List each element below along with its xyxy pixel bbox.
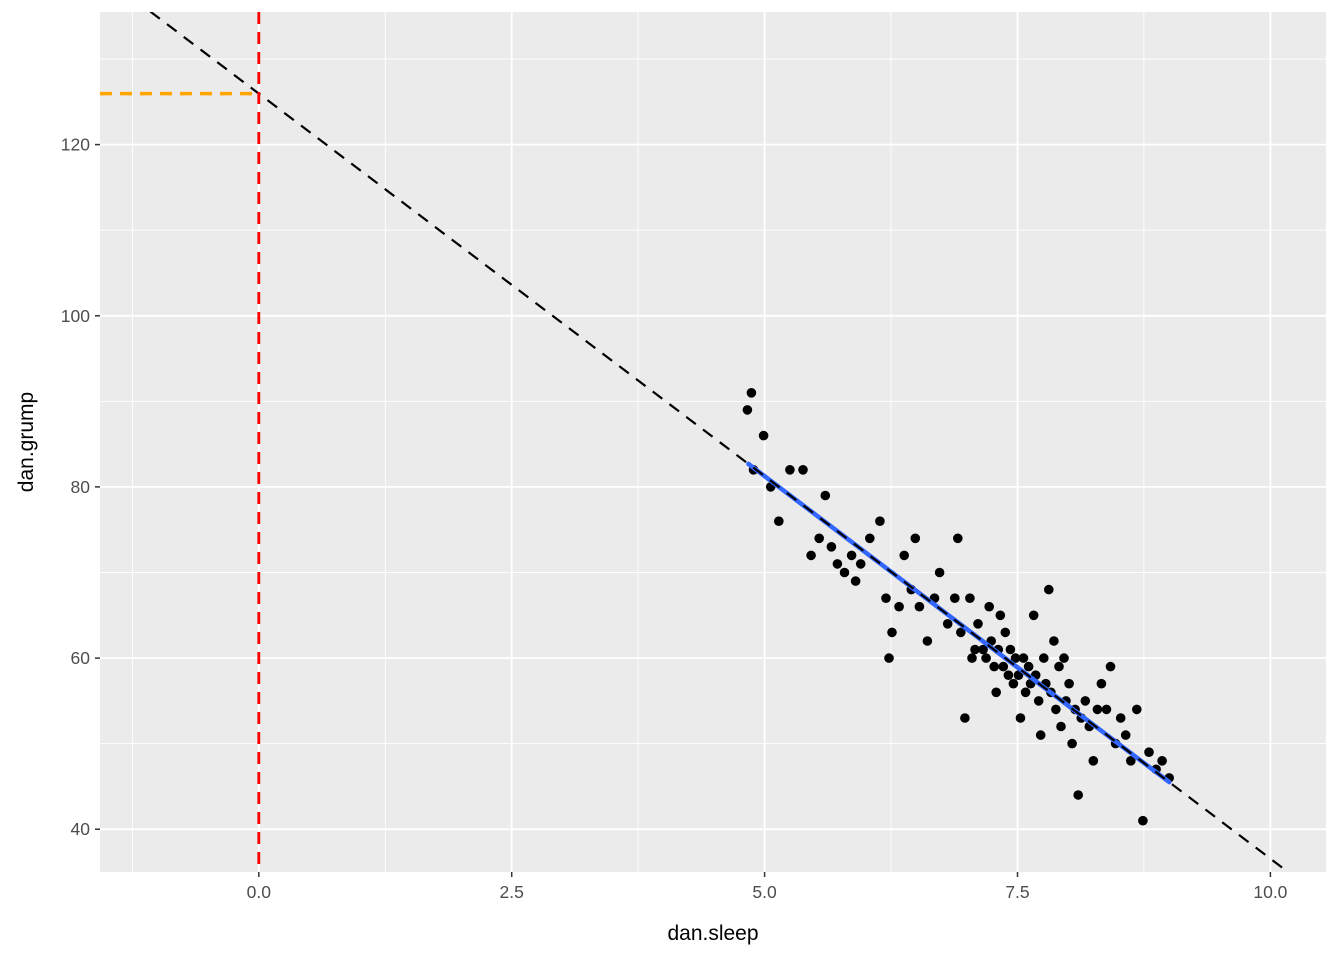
data-point [1033, 696, 1044, 706]
data-point [1115, 713, 1126, 723]
data-point [922, 636, 933, 646]
data-point [1020, 687, 1031, 698]
y-axis-title: dan.grump [15, 391, 38, 493]
data-point [1105, 661, 1116, 672]
data-point [1000, 627, 1011, 638]
data-point [953, 533, 963, 544]
data-point [956, 627, 966, 638]
x-tick-label: 10.0 [1253, 882, 1287, 902]
data-point [798, 465, 808, 475]
data-point [1096, 678, 1107, 689]
data-point [1054, 661, 1064, 672]
data-point [855, 559, 866, 569]
data-point [742, 405, 753, 415]
data-point [998, 661, 1009, 672]
data-point [991, 687, 1001, 698]
data-point [746, 388, 757, 398]
data-point [1067, 738, 1077, 749]
data-point [785, 465, 795, 475]
data-point [1003, 670, 1014, 680]
data-point [1015, 713, 1026, 723]
data-point [914, 601, 925, 612]
regression-extrapolation-line [149, 12, 1290, 872]
data-point [978, 644, 988, 655]
data-point [1120, 730, 1131, 740]
data-point [950, 593, 960, 603]
data-point [1138, 815, 1148, 826]
x-tick-label: 0.0 [247, 882, 272, 902]
data-point [1088, 756, 1099, 766]
data-point [989, 661, 999, 672]
y-tick-label: 60 [71, 648, 91, 668]
data-point [981, 653, 991, 663]
data-point [1064, 678, 1074, 689]
data-point [984, 601, 994, 612]
x-tick-label: 7.5 [1005, 882, 1029, 902]
data-point [1049, 636, 1059, 646]
data-point [899, 550, 909, 561]
data-point [1144, 747, 1154, 757]
data-point [1018, 653, 1029, 663]
data-point [1028, 610, 1039, 621]
data-point [1059, 653, 1069, 663]
data-point [1005, 644, 1016, 655]
data-point [965, 593, 975, 603]
data-point [1126, 756, 1136, 766]
data-point [1056, 721, 1066, 732]
y-tick-label: 100 [61, 306, 90, 326]
data-point [774, 516, 784, 526]
data-point [1023, 661, 1034, 672]
data-point [894, 601, 904, 612]
data-point [1101, 704, 1112, 715]
y-tick-label: 40 [71, 819, 91, 839]
data-point [846, 550, 857, 561]
y-tick-label: 80 [71, 477, 91, 497]
plot-panel [100, 12, 1326, 872]
data-point [1080, 696, 1091, 706]
data-point [832, 559, 843, 569]
x-axis-title: dan.sleep [667, 922, 759, 945]
data-point [806, 550, 816, 561]
y-tick-label: 120 [61, 135, 90, 155]
data-point [1035, 730, 1046, 740]
data-point [1044, 584, 1054, 595]
data-point [875, 516, 885, 526]
data-point [884, 653, 894, 663]
data-point [850, 576, 861, 586]
data-point [1039, 653, 1049, 663]
data-point [1010, 653, 1021, 663]
data-point [960, 713, 970, 723]
data-point [758, 430, 769, 441]
data-point [970, 644, 980, 655]
data-point [995, 610, 1006, 621]
data-point [1051, 704, 1061, 715]
data-point [881, 593, 891, 603]
data-point [887, 627, 897, 638]
data-point [820, 490, 831, 501]
data-point [967, 653, 977, 663]
data-point [1092, 704, 1103, 715]
data-point [1073, 790, 1083, 800]
data-point [865, 533, 875, 544]
x-tick-label: 5.0 [752, 882, 777, 902]
data-point [826, 542, 837, 552]
data-point [942, 619, 953, 629]
data-point [1013, 670, 1024, 680]
data-point [1008, 678, 1019, 689]
data-point [934, 567, 945, 578]
x-tick-label: 2.5 [500, 882, 524, 902]
data-point [910, 533, 921, 544]
data-point [1157, 756, 1167, 766]
data-point [973, 619, 983, 629]
data-point [1132, 704, 1142, 715]
data-point [839, 567, 850, 578]
data-point [814, 533, 824, 544]
